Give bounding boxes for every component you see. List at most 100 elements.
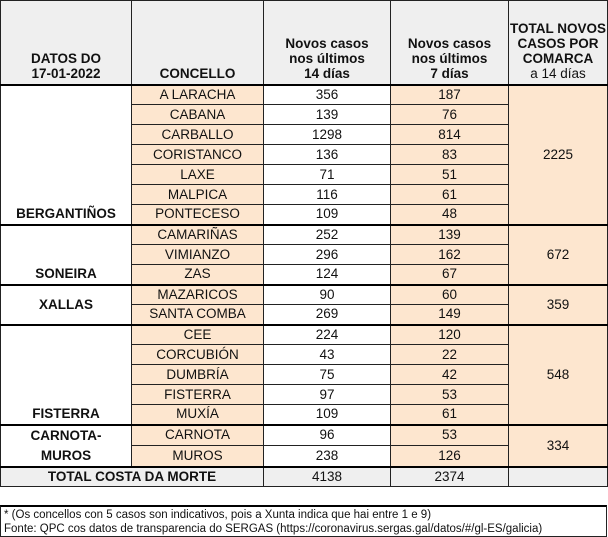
- table-row: CARNOTA- MUROS CARNOTA 96 53 334: [0, 423, 608, 467]
- concello-name: CAMARIÑAS: [131, 223, 264, 245]
- cases-14: 252: [263, 223, 391, 245]
- table-row: CABANA 139 76: [1, 104, 608, 125]
- comarca-name: BERGANTIÑOS: [0, 83, 132, 225]
- concello-name: VIMIANZO: [131, 244, 264, 265]
- concello-name: MAZARICOS: [131, 283, 264, 305]
- h: a 14 días: [530, 65, 586, 81]
- cases-14: 238: [263, 445, 391, 467]
- table-row: MUXÍA 109 61: [1, 404, 608, 425]
- cases-14: 116: [263, 184, 391, 205]
- footnote: * (Os concellos con 5 casos son indicati…: [4, 509, 432, 521]
- cases-table: DATOS DO 17-01-2022 CONCELLO Novos casos n…: [0, 0, 608, 487]
- cases-7: 149: [390, 304, 509, 325]
- date-label: DATOS DO: [30, 50, 101, 66]
- h: nos últimos: [411, 50, 488, 66]
- concello-name: ZAS: [131, 264, 264, 285]
- table-row: PONTECESO 109 48: [1, 204, 608, 225]
- cases-14: 224: [263, 323, 391, 345]
- h: CASOS POR: [517, 35, 599, 51]
- concello-name: MUXÍA: [131, 404, 264, 425]
- concello-name: CEE: [131, 323, 264, 345]
- cases-7: 139: [390, 223, 509, 245]
- table-row: LAXE 71 51: [1, 164, 608, 185]
- cases-7: 187: [390, 83, 509, 105]
- cases-7: 83: [390, 144, 509, 165]
- cases-7: 42: [390, 364, 509, 385]
- total-empty: [508, 465, 608, 487]
- cases-7: 67: [390, 264, 509, 285]
- cases-7: 61: [390, 184, 509, 205]
- cases-14: 71: [263, 164, 391, 185]
- concello-name: A LARACHA: [131, 83, 264, 105]
- cases-7-header: Novos casos nos últimos 7 días: [390, 0, 509, 85]
- cases-14: 75: [263, 364, 391, 385]
- concello-name: CARNOTA: [131, 423, 264, 446]
- comarca-total: 2225: [508, 83, 608, 225]
- concello-name: DUMBRÍA: [131, 364, 264, 385]
- cases-14-header: Novos casos nos últimos 14 días: [263, 0, 391, 85]
- table-row: BERGANTIÑOS A LARACHA 356 187 2225: [0, 83, 608, 225]
- cases-14: 124: [263, 264, 391, 285]
- comarca-total-header: TOTAL NOVOS CASOS POR COMARCA a 14 días: [508, 0, 608, 85]
- comarca-name: CARNOTA- MUROS: [0, 423, 132, 467]
- table-row: DUMBRÍA 75 42: [1, 364, 608, 385]
- cases-7: 22: [390, 344, 509, 365]
- concello-name: CORCUBIÓN: [131, 344, 264, 365]
- cases-7: 120: [390, 323, 509, 345]
- cases-7: 61: [390, 404, 509, 425]
- concello-name: SANTA COMBA: [131, 304, 264, 325]
- table-row: MUROS 238 126: [1, 445, 608, 467]
- cases-14: 109: [263, 204, 391, 225]
- comarca-total: 359: [508, 283, 608, 325]
- cases-14: 96: [263, 423, 391, 446]
- comarca-total: 672: [508, 223, 608, 285]
- h: TOTAL NOVOS: [509, 20, 606, 36]
- comarca-name: FISTERRA: [0, 323, 132, 425]
- concello-name: MUROS: [131, 445, 264, 467]
- total-row: TOTAL COSTA DA MORTE 4138 2374: [0, 465, 608, 487]
- h: COMARCA: [522, 50, 594, 66]
- cases-14: 90: [263, 283, 391, 305]
- table-row: FISTERRA CEE 224 120 548: [0, 323, 608, 425]
- cases-14: 269: [263, 304, 391, 325]
- h: nos últimos: [289, 50, 365, 66]
- cases-14: 136: [263, 144, 391, 165]
- concello-header: CONCELLO: [131, 0, 264, 85]
- cases-7: 53: [390, 384, 509, 405]
- concello-name: CARBALLO: [131, 124, 264, 145]
- cases-14: 43: [263, 344, 391, 365]
- concello-name: LAXE: [131, 164, 264, 185]
- cases-14: 139: [263, 104, 391, 125]
- total-14: 4138: [263, 465, 391, 487]
- h: Novos casos: [407, 35, 492, 51]
- cases-7: 60: [390, 283, 509, 305]
- total-7: 2374: [390, 465, 509, 487]
- cases-14: 97: [263, 384, 391, 405]
- comarca-name: XALLAS: [0, 283, 132, 325]
- concello-name: CORISTANCO: [131, 144, 264, 165]
- cases-7: 814: [390, 124, 509, 145]
- h: 14 días: [304, 65, 350, 81]
- cases-14: 296: [263, 244, 391, 265]
- cases-14: 1298: [263, 124, 391, 145]
- cases-7: 51: [390, 164, 509, 185]
- concello-name: MALPICA: [131, 184, 264, 205]
- table-row: VIMIANZO 296 162: [1, 244, 608, 265]
- cases-7: 53: [390, 423, 509, 446]
- comarca-total: 334: [508, 423, 608, 467]
- total-label: TOTAL COSTA DA MORTE: [0, 465, 264, 487]
- cases-7: 162: [390, 244, 509, 265]
- table-row: ZAS 124 67: [1, 264, 608, 285]
- table-row: SANTA COMBA 269 149: [1, 304, 608, 325]
- concello-name: PONTECESO: [131, 204, 264, 225]
- cases-14: 356: [263, 83, 391, 105]
- cases-14: 109: [263, 404, 391, 425]
- table-row: FISTERRA 97 53: [1, 384, 608, 405]
- cases-7: 126: [390, 445, 509, 467]
- cases-7: 48: [390, 204, 509, 225]
- date-header: DATOS DO 17-01-2022: [0, 0, 132, 85]
- comarca-name: SONEIRA: [0, 223, 132, 285]
- table-row: CORCUBIÓN 43 22: [1, 344, 608, 365]
- source: Fonte: QPC cos datos de transparencia do…: [4, 523, 543, 535]
